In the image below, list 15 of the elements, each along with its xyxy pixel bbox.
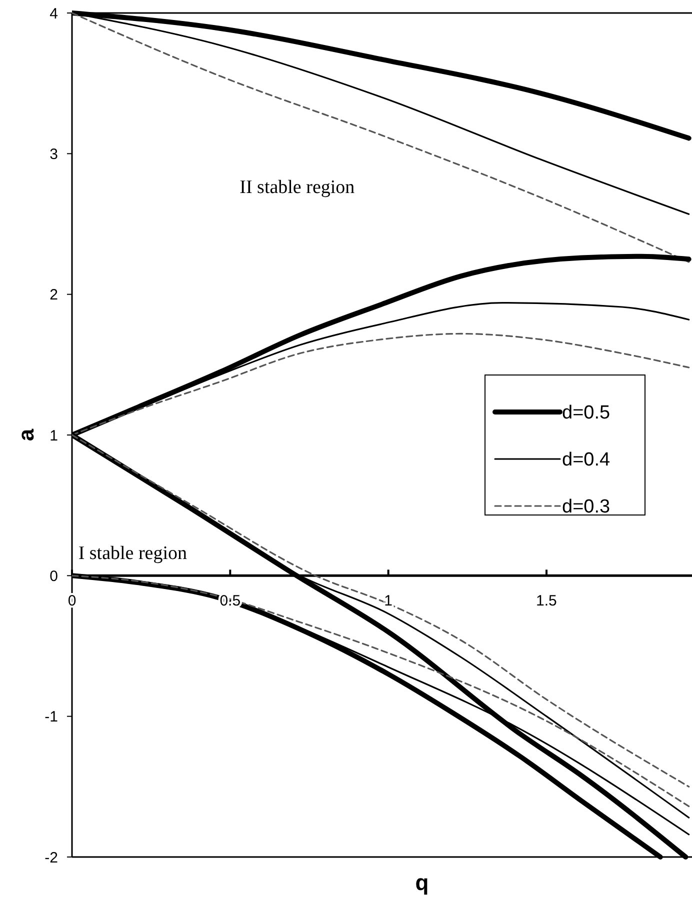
y-tick-label: 1 [50, 427, 58, 444]
legend-label: d=0.4 [562, 450, 611, 471]
legend-label: d=0.5 [562, 402, 610, 424]
legend-label: d=0.3 [562, 496, 610, 518]
x-axis-title: q [415, 870, 429, 895]
annotation: I stable region [78, 542, 188, 564]
y-tick-label: -2 [44, 849, 58, 866]
y-axis-title: a [14, 428, 39, 442]
y-tick-label: -1 [44, 708, 58, 726]
y-tick-label: 3 [50, 146, 58, 163]
y-tick-label: 0 [50, 568, 58, 585]
y-tick-label: 2 [50, 286, 58, 304]
annotation: II stable region [240, 177, 356, 198]
y-tick-label: 4 [50, 5, 58, 22]
x-tick-label: 1.5 [536, 592, 557, 610]
